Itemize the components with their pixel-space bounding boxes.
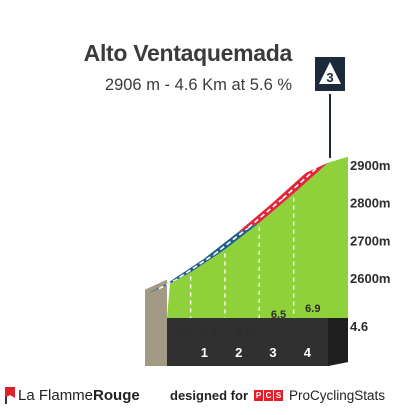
gradient-label: 4.2 [175, 325, 190, 337]
gradient-label: 6.0 [236, 325, 251, 337]
gradient-ribbon-4 [237, 193, 294, 233]
designed-for-label: designed for [170, 387, 249, 403]
elevation-tick-label: 2600m [350, 271, 390, 286]
gradient-ribbon-3 [202, 222, 260, 260]
ribbon-dash-3 [213, 227, 249, 256]
category-triangle-icon [319, 62, 341, 84]
climb-title: Alto Ventaquemada [83, 40, 293, 66]
gradient-ribbon-5 [271, 162, 328, 204]
elevation-tick-label: 2900m [350, 158, 390, 173]
elevation-tick-label: 2800m [350, 196, 390, 211]
profile-base [145, 318, 348, 366]
ribbon-dash-1 [158, 276, 180, 290]
climb-summary: 2906 m - 4.6 Km at 5.6 % [104, 76, 292, 94]
brand-name: La FlammeRouge [18, 386, 140, 404]
gradient-label: 6.9 [305, 303, 320, 315]
flag-icon [5, 387, 15, 404]
climb-profile-chart: 4.2 5.1 6.0 6.5 6.9 1 2 3 4 4.6 2600m 2700m 2800m 290… [145, 57, 390, 366]
gradient-label: 6.5 [271, 309, 286, 321]
profile-base-side [328, 318, 348, 366]
km-marker-label: 4 [304, 345, 312, 360]
gradient-label: 5.1 [202, 325, 217, 337]
profile-start-wall [145, 279, 167, 366]
ribbon-dash-2 [179, 253, 215, 279]
km-marker-label: 2 [235, 345, 242, 360]
category-number: 3 [326, 70, 333, 85]
climb-length-label: 4.6 [350, 319, 368, 334]
pcs-name: ProCyclingStats [289, 387, 386, 403]
profile-area [167, 156, 348, 318]
km-marker-label: 1 [201, 345, 208, 360]
lafammerouge-logo: La FlammeRouge [4, 383, 140, 407]
km-marker-label: 3 [269, 345, 276, 360]
elevation-tick-label: 2700m [350, 233, 390, 248]
